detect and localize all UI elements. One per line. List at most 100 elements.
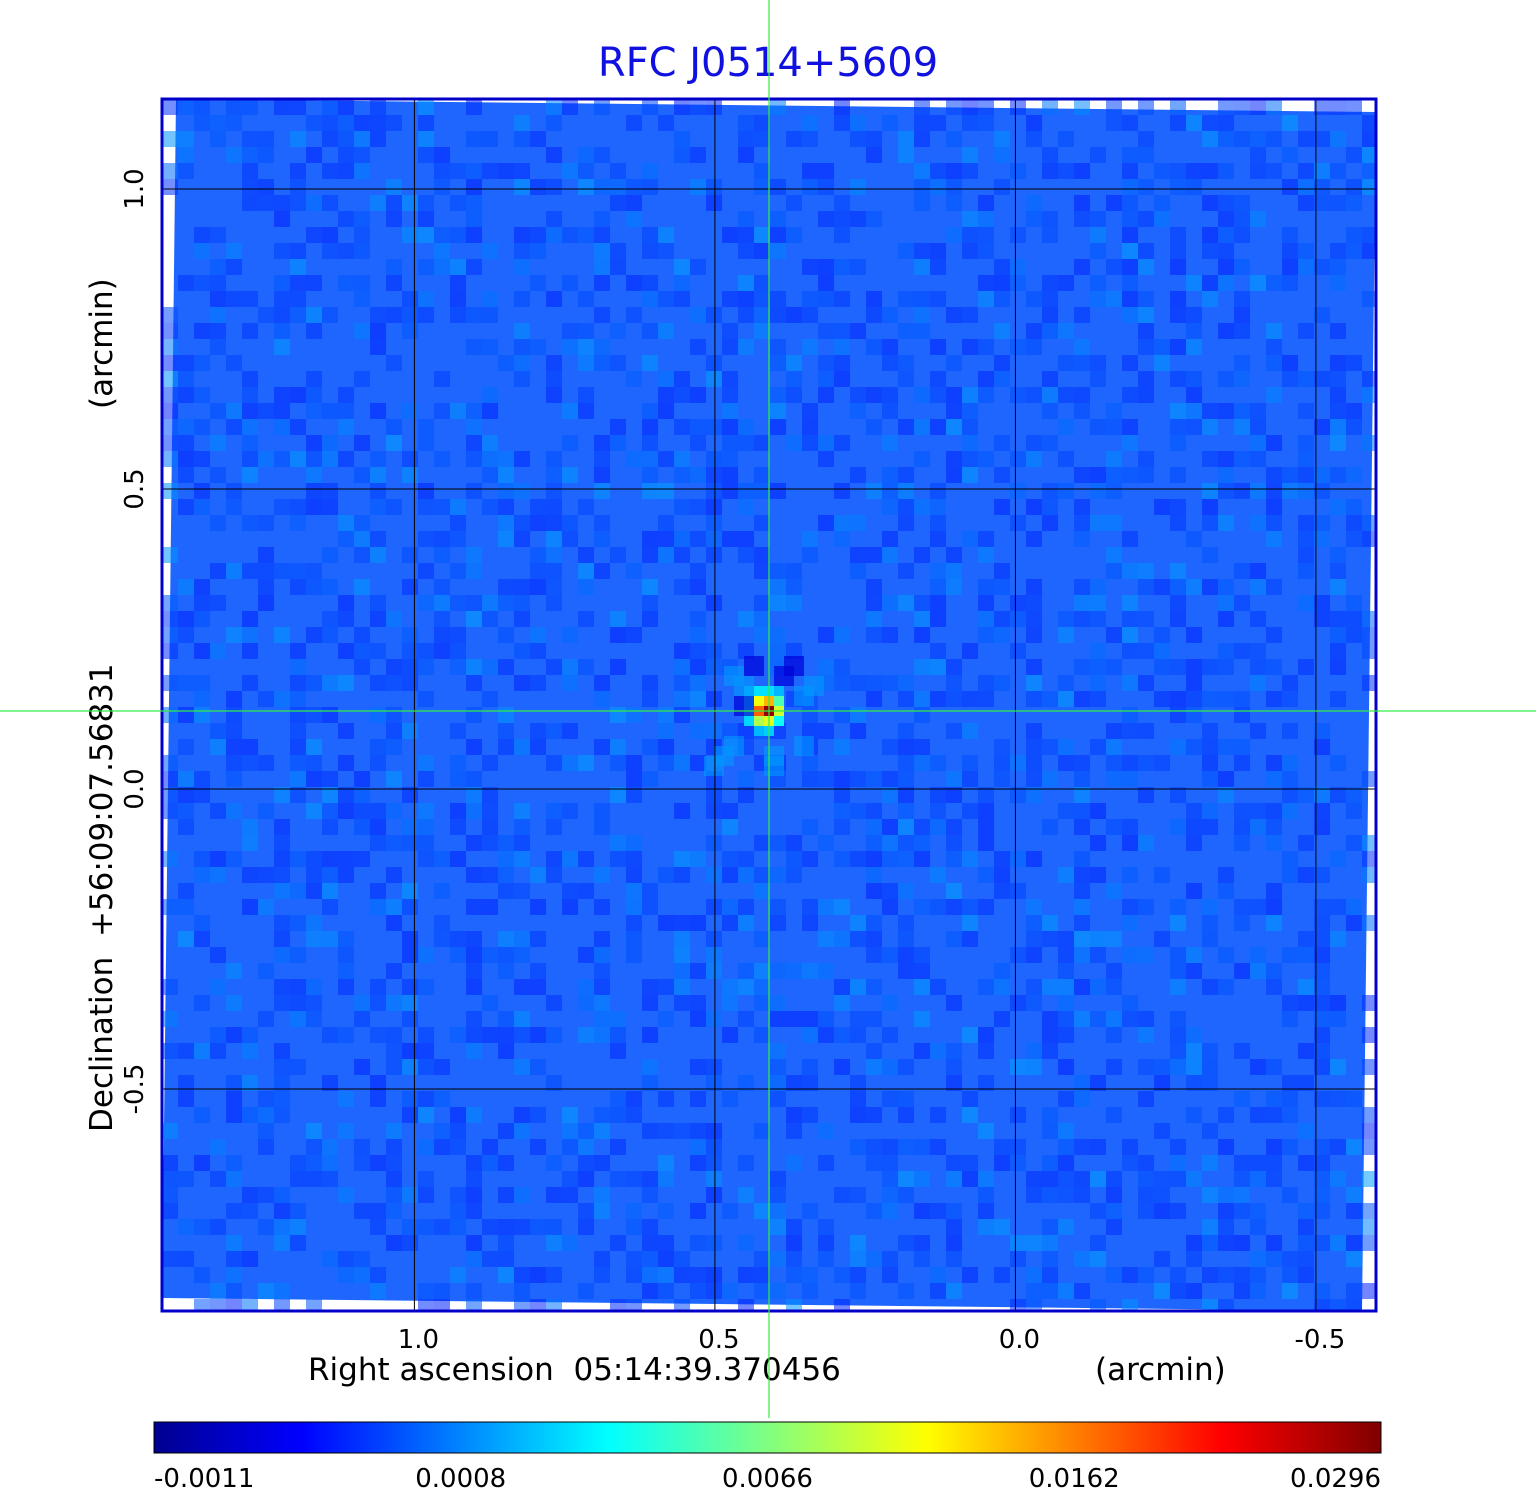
noise-cell: [1010, 595, 1026, 611]
noise-cell: [546, 467, 562, 483]
noise-cell: [978, 1187, 994, 1203]
noise-cell: [514, 355, 530, 371]
noise-cell: [418, 595, 434, 611]
noise-cell: [594, 1187, 610, 1203]
noise-cell: [898, 355, 914, 371]
noise-cell: [674, 947, 690, 963]
noise-cell: [338, 451, 354, 467]
noise-cell: [818, 163, 834, 179]
noise-cell: [1010, 947, 1026, 963]
noise-cell: [1058, 1091, 1074, 1107]
noise-cell: [1058, 131, 1074, 147]
noise-cell: [1106, 739, 1122, 755]
noise-cell: [850, 547, 866, 563]
noise-cell: [786, 643, 802, 659]
noise-cell: [290, 787, 306, 803]
noise-cell: [914, 899, 930, 915]
noise-cell: [658, 387, 674, 403]
noise-cell: [1282, 1107, 1298, 1123]
noise-cell: [962, 403, 978, 419]
noise-cell: [850, 1235, 866, 1251]
noise-cell: [770, 307, 786, 323]
noise-cell: [1266, 163, 1282, 179]
noise-cell: [1234, 371, 1250, 387]
noise-cell: [946, 467, 962, 483]
noise-cell: [818, 1027, 834, 1043]
noise-cell: [242, 467, 258, 483]
noise-cell: [1234, 563, 1250, 579]
noise-cell: [1074, 579, 1090, 595]
noise-cell: [1106, 1107, 1122, 1123]
noise-cell: [402, 1219, 418, 1235]
noise-cell: [194, 1219, 210, 1235]
noise-cell: [498, 499, 514, 515]
noise-cell: [530, 931, 546, 947]
noise-cell: [1042, 499, 1058, 515]
noise-cell: [1138, 451, 1154, 467]
noise-cell: [1234, 915, 1250, 931]
noise-cell: [1314, 163, 1330, 179]
noise-cell: [466, 1043, 482, 1059]
noise-cell: [1362, 1027, 1376, 1043]
noise-cell: [578, 1171, 594, 1187]
noise-cell: [1026, 979, 1042, 995]
noise-cell: [274, 915, 290, 931]
noise-cell: [1314, 899, 1330, 915]
noise-cell: [882, 883, 898, 899]
noise-cell: [1138, 243, 1154, 259]
noise-cell: [1218, 515, 1234, 531]
noise-cell: [514, 1283, 530, 1299]
noise-cell: [546, 547, 562, 563]
noise-cell: [1282, 771, 1298, 787]
noise-cell: [1330, 163, 1346, 179]
noise-cell: [290, 1155, 306, 1171]
noise-cell: [658, 547, 674, 563]
noise-cell: [1122, 835, 1138, 851]
noise-cell: [1090, 979, 1106, 995]
noise-cell: [626, 371, 642, 387]
noise-cell: [434, 611, 450, 627]
noise-cell: [866, 1059, 882, 1075]
noise-cell: [610, 547, 626, 563]
noise-cell: [690, 1155, 706, 1171]
noise-cell: [1202, 1219, 1218, 1235]
noise-cell: [1346, 1283, 1362, 1299]
noise-cell: [802, 131, 818, 147]
noise-cell: [322, 1139, 338, 1155]
noise-cell: [978, 1027, 994, 1043]
noise-cell: [194, 915, 210, 931]
source-pixel: [754, 686, 764, 696]
noise-cell: [1058, 163, 1074, 179]
noise-cell: [1234, 739, 1250, 755]
noise-cell: [322, 131, 338, 147]
noise-cell: [482, 1155, 498, 1171]
noise-cell: [642, 435, 658, 451]
noise-cell: [242, 1187, 258, 1203]
noise-cell: [786, 1219, 802, 1235]
noise-cell: [674, 643, 690, 659]
noise-cell: [642, 1187, 658, 1203]
noise-cell: [290, 979, 306, 995]
noise-cell: [1218, 867, 1234, 883]
noise-cell: [674, 803, 690, 819]
noise-cell: [850, 323, 866, 339]
noise-cell: [434, 851, 450, 867]
noise-cell: [466, 803, 482, 819]
noise-cell: [514, 259, 530, 275]
noise-cell: [1266, 771, 1282, 787]
noise-cell: [1234, 1283, 1250, 1299]
noise-cell: [274, 883, 290, 899]
noise-cell: [418, 435, 434, 451]
noise-cell: [162, 355, 178, 371]
noise-cell: [210, 563, 226, 579]
noise-cell: [258, 403, 274, 419]
noise-cell: [818, 1235, 834, 1251]
noise-cell: [1266, 819, 1282, 835]
noise-cell: [162, 339, 178, 355]
noise-cell: [866, 547, 882, 563]
noise-cell: [1314, 307, 1330, 323]
noise-cell: [162, 451, 178, 467]
noise-cell: [338, 1027, 354, 1043]
noise-cell: [610, 707, 626, 723]
noise-cell: [946, 195, 962, 211]
